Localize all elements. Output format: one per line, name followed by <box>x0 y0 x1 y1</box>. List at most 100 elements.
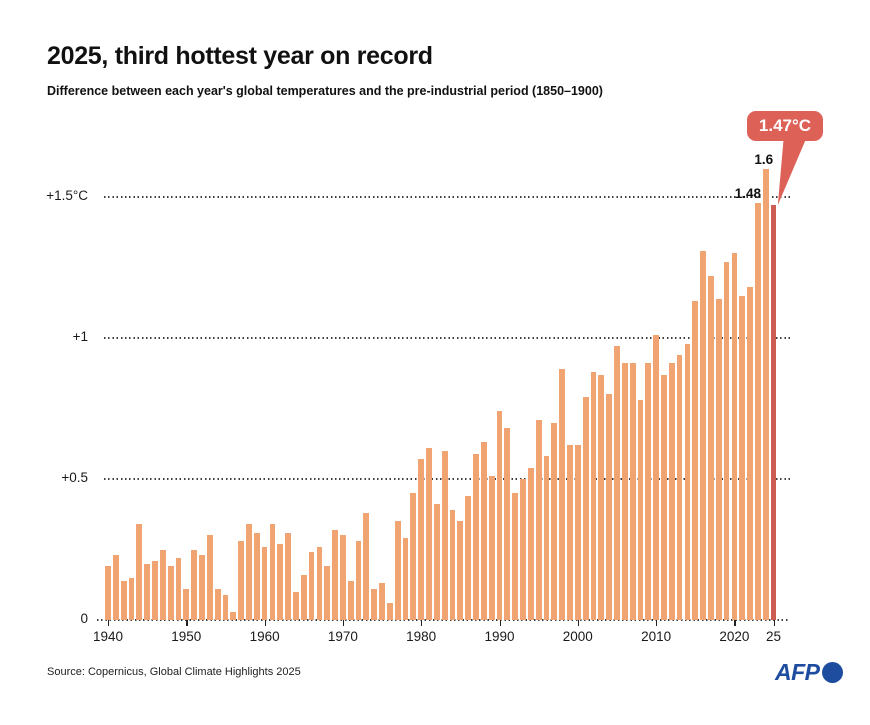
bar-1958 <box>246 524 252 620</box>
x-tick-label: 1970 <box>327 629 358 644</box>
y-tick-label: +0.5 <box>61 470 88 485</box>
y-tick-label: 0 <box>80 611 88 626</box>
bar-1968 <box>324 566 331 620</box>
bar-1949 <box>175 557 182 620</box>
y-tick-label: +1 <box>72 329 88 344</box>
bar-2018 <box>715 298 722 620</box>
bar-1957 <box>238 541 244 620</box>
bar-1969 <box>332 529 338 620</box>
x-tick-label: 1990 <box>484 629 515 644</box>
peak-value-label-2024: 1.6 <box>754 151 774 167</box>
afp-logo-text: AFP <box>775 659 820 685</box>
chart-title: 2025, third hottest year on record <box>47 42 433 70</box>
bar-1984 <box>449 510 456 620</box>
y-tick-label: +1.5°C <box>46 188 88 203</box>
bar-1972 <box>355 541 362 620</box>
bar-1999 <box>567 445 573 620</box>
bar-1942 <box>120 580 127 620</box>
bar-2025 <box>770 205 777 620</box>
callout-bubble: 1.47°C <box>747 111 823 141</box>
bar-2011 <box>661 374 667 620</box>
bar-2009 <box>645 363 652 620</box>
bar-1961 <box>269 524 276 620</box>
bar-1948 <box>167 566 174 620</box>
bar-2008 <box>637 400 644 620</box>
bar-1992 <box>512 493 519 620</box>
bar-1964 <box>293 591 299 620</box>
bar-2017 <box>708 275 714 620</box>
x-tick-2020 <box>734 620 736 626</box>
bar-2012 <box>668 363 675 620</box>
x-tick-1990 <box>499 620 501 626</box>
bar-1951 <box>191 549 198 620</box>
bar-1990 <box>496 411 503 620</box>
bar-1944 <box>136 524 143 620</box>
bar-1985 <box>457 521 464 620</box>
bar-1946 <box>152 560 158 620</box>
bar-2023 <box>754 202 761 620</box>
bar-2000 <box>574 445 581 620</box>
x-tick-1980 <box>421 620 423 626</box>
bar-1991 <box>504 428 511 620</box>
bar-1963 <box>285 532 291 620</box>
bar-1941 <box>112 555 119 620</box>
bar-2024 <box>762 168 769 620</box>
bar-1973 <box>363 512 370 620</box>
afp-logo: AFP <box>775 659 843 686</box>
bar-1979 <box>410 493 417 620</box>
bar-2015 <box>692 301 699 620</box>
bar-2013 <box>676 354 683 620</box>
bar-1977 <box>394 521 401 620</box>
bar-1966 <box>308 552 315 620</box>
x-tick-label: 1960 <box>249 629 280 644</box>
bar-1976 <box>386 603 393 620</box>
chart-subtitle: Difference between each year's global te… <box>47 84 603 98</box>
x-tick-2025 <box>773 620 775 626</box>
bar-1981 <box>426 447 432 620</box>
bar-1954 <box>214 588 221 620</box>
bar-2002 <box>590 371 597 620</box>
x-tick-label: 25 <box>766 629 782 644</box>
bar-1997 <box>551 422 558 620</box>
bar-1989 <box>488 476 495 620</box>
bar-1970 <box>340 535 346 620</box>
bar-2010 <box>653 335 659 620</box>
bar-2005 <box>614 346 620 620</box>
bar-2022 <box>747 287 753 620</box>
bar-2016 <box>700 250 706 620</box>
bar-1952 <box>199 555 205 620</box>
peak-value-label-2023: 1.48 <box>734 185 762 201</box>
bar-1959 <box>253 532 260 620</box>
x-tick-label: 2010 <box>641 629 672 644</box>
x-tick-1950 <box>186 620 188 626</box>
bar-1971 <box>347 580 354 620</box>
bar-1993 <box>520 479 526 620</box>
bar-1986 <box>465 495 472 620</box>
x-tick-1960 <box>264 620 266 626</box>
bar-1955 <box>222 594 229 620</box>
bar-1995 <box>535 419 542 620</box>
x-tick-2000 <box>577 620 580 626</box>
source-credit: Source: Copernicus, Global Climate Highl… <box>47 666 301 678</box>
bar-1982 <box>433 504 440 620</box>
bar-1974 <box>371 588 378 620</box>
bar-1962 <box>277 543 284 620</box>
globe-icon <box>821 662 843 683</box>
bar-1975 <box>379 583 385 620</box>
gridline-0 <box>97 619 790 621</box>
bar-1987 <box>473 453 479 620</box>
bar-1940 <box>105 566 111 620</box>
x-tick-1940 <box>108 620 110 626</box>
bar-1996 <box>543 456 550 620</box>
bar-2006 <box>621 363 628 620</box>
bar-2001 <box>582 397 589 620</box>
x-tick-label: 1950 <box>171 629 202 644</box>
bar-1956 <box>230 611 237 620</box>
bar-1950 <box>183 588 190 620</box>
bar-1947 <box>159 549 166 620</box>
x-tick-label: 1940 <box>92 629 124 644</box>
bar-1978 <box>402 538 409 620</box>
bar-1953 <box>206 535 213 620</box>
bar-1967 <box>316 546 323 620</box>
